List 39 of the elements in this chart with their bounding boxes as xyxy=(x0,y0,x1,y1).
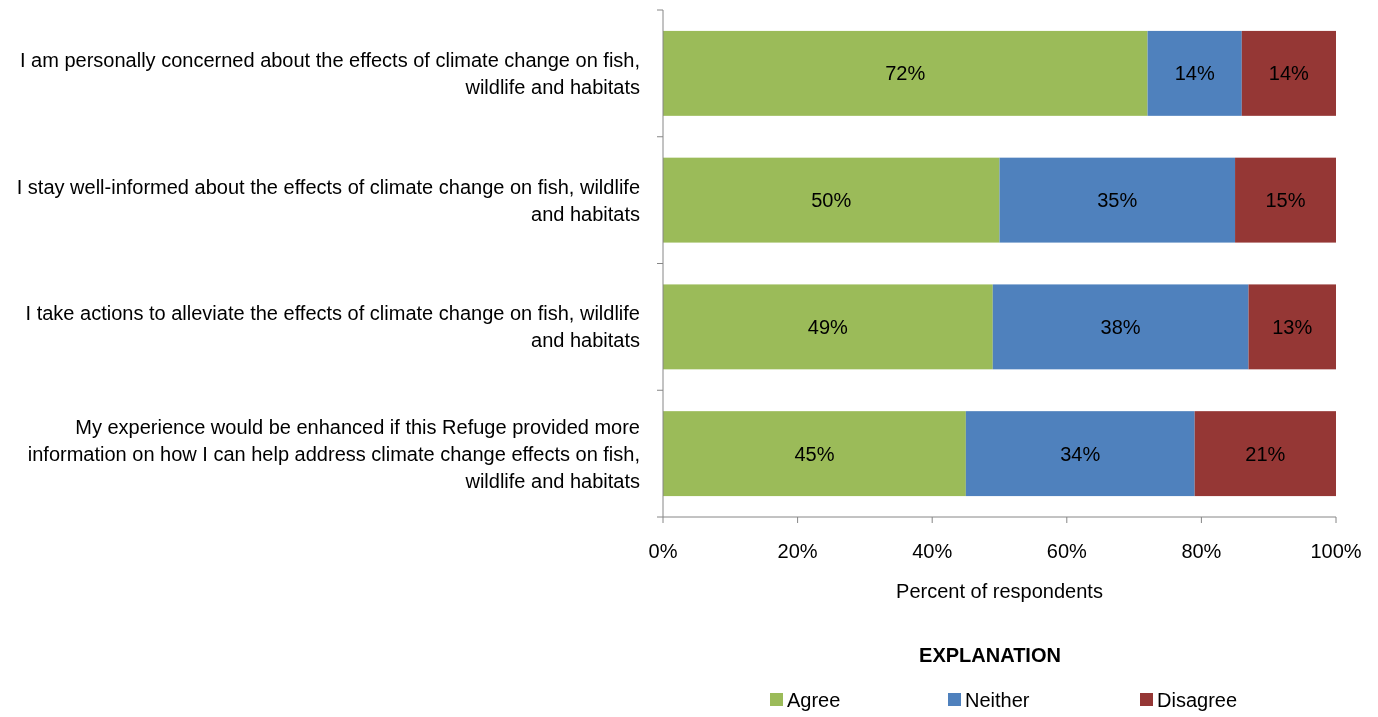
data-label: 35% xyxy=(1097,189,1138,212)
bar xyxy=(1248,284,1336,370)
data-label: 21% xyxy=(1245,442,1286,465)
bar xyxy=(1241,30,1336,116)
data-label: 72% xyxy=(885,62,926,85)
legend-title: EXPLANATION xyxy=(919,644,1061,666)
bar xyxy=(992,284,1249,370)
data-label: 50% xyxy=(811,189,852,212)
data-label: 14% xyxy=(1174,62,1215,85)
data-label: 45% xyxy=(794,442,835,465)
x-tick-label: 0% xyxy=(648,540,678,562)
y-tick-label: I stay well-informed about the effects of climate change on fish, wildlife and habitats xyxy=(16,175,640,225)
bar xyxy=(663,30,1148,116)
data-label: 13% xyxy=(1272,315,1313,338)
x-tick-label: 20% xyxy=(777,540,818,562)
bar xyxy=(1147,30,1242,116)
bar xyxy=(1235,157,1336,243)
bar xyxy=(965,411,1195,497)
legend-label: Neither xyxy=(965,689,1030,711)
data-label: 49% xyxy=(807,315,849,338)
bar xyxy=(999,157,1236,243)
y-tick-label: I take actions to alleviate the effects of climate change on fish, wildlife and habitats xyxy=(25,302,640,352)
x-axis-title: Percent of respondents xyxy=(896,580,1103,602)
data-label: 34% xyxy=(1060,442,1101,465)
x-tick-label: 40% xyxy=(912,540,953,562)
x-tick-label: 100% xyxy=(1310,540,1362,562)
data-label: 38% xyxy=(1100,315,1141,338)
data-label: 15% xyxy=(1265,189,1306,212)
bar xyxy=(663,157,1000,243)
y-tick-label: I am personally concerned about the effects of climate change on fish, wildlife and habitats xyxy=(20,48,640,98)
x-tick-label: 60% xyxy=(1046,540,1088,562)
legend-label: Disagree xyxy=(1157,689,1238,711)
bar xyxy=(1194,411,1336,497)
legend-label: Agree xyxy=(787,689,841,711)
bar xyxy=(663,411,966,497)
x-tick-label: 80% xyxy=(1181,540,1222,562)
data-label: 14% xyxy=(1268,62,1310,85)
y-tick-label: My experience would be enhanced if this Refuge provided more information on how I can help address climate change effects on fish, wildlife and habitats xyxy=(27,415,640,492)
bar xyxy=(663,284,993,370)
